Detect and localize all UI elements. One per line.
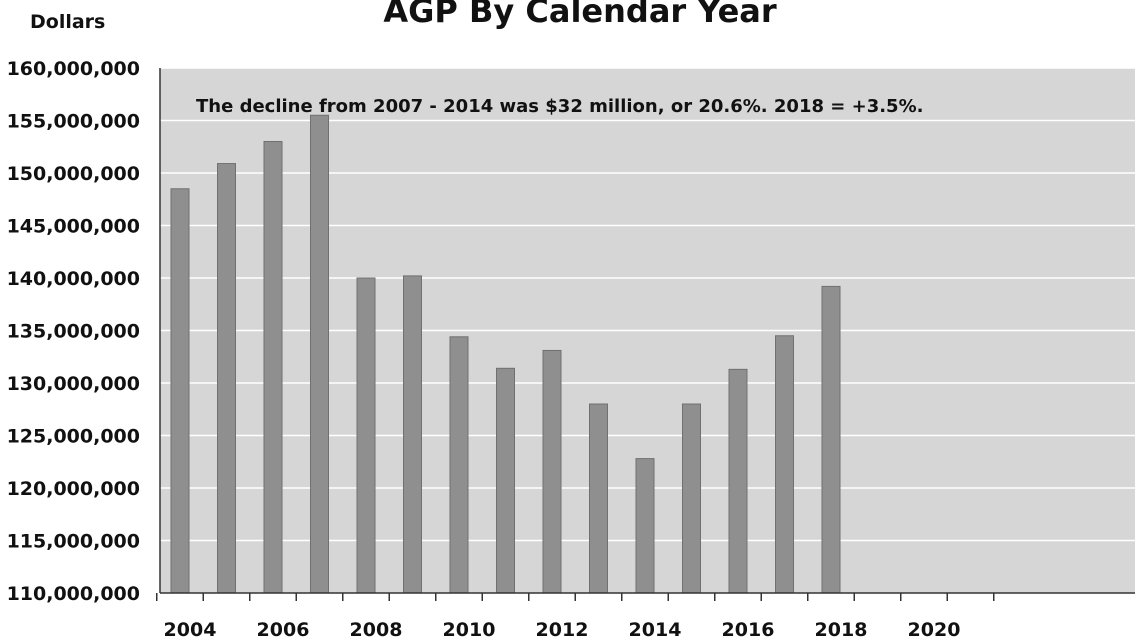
y-tick-labels: 110,000,000 115,000,000 120,000,000 125,000… [7,58,140,605]
bar-2012 [542,349,562,594]
x-tick-label: 2008 [350,619,403,641]
y-tick-label: 150,000,000 [7,163,140,185]
bar-2013 [589,403,608,594]
x-tick-label: 2010 [443,619,496,641]
y-tick-label: 125,000,000 [7,426,140,448]
x-tick-label: 2004 [164,619,217,641]
y-tick-label: 110,000,000 [7,583,140,605]
x-tick-label: 2020 [908,619,961,641]
axes [156,68,1135,601]
chart-title: AGP By Calendar Year [383,0,777,30]
bar-2017 [775,335,794,594]
bar-2015 [682,403,701,594]
bar-2008 [356,277,376,594]
x-tick-label: 2006 [257,619,310,641]
bar-2011 [496,367,515,594]
x-tick-label: 2018 [815,619,868,641]
bar-2006 [263,141,283,594]
bar-2007 [310,114,329,594]
bars [170,114,841,594]
bar-2009 [403,275,422,594]
y-tick-label: 120,000,000 [7,478,140,500]
y-tick-label: 135,000,000 [7,321,140,343]
chart-annotation: The decline from 2007 - 2014 was $32 mil… [196,96,923,117]
y-tick-label: 115,000,000 [7,531,140,553]
bar-2016 [728,368,748,594]
bar-2004 [170,188,190,594]
y-tick-label: 145,000,000 [7,216,140,238]
bar-2018 [821,285,841,594]
y-tick-label: 155,000,000 [7,111,140,133]
x-tick-label: 2016 [722,619,775,641]
y-axis-label: Dollars [30,11,105,33]
y-tick-label: 160,000,000 [7,58,140,80]
bar-2010 [449,336,469,594]
y-tick-label: 140,000,000 [7,268,140,290]
x-tick-label: 2014 [629,619,682,641]
x-tick-labels: 2004 2006 2008 2010 2012 2014 2016 2018 2020 [164,619,961,641]
bar-2005 [217,163,236,594]
y-tick-label: 130,000,000 [7,373,140,395]
bar-2014 [635,458,655,594]
x-tick-label: 2012 [536,619,589,641]
